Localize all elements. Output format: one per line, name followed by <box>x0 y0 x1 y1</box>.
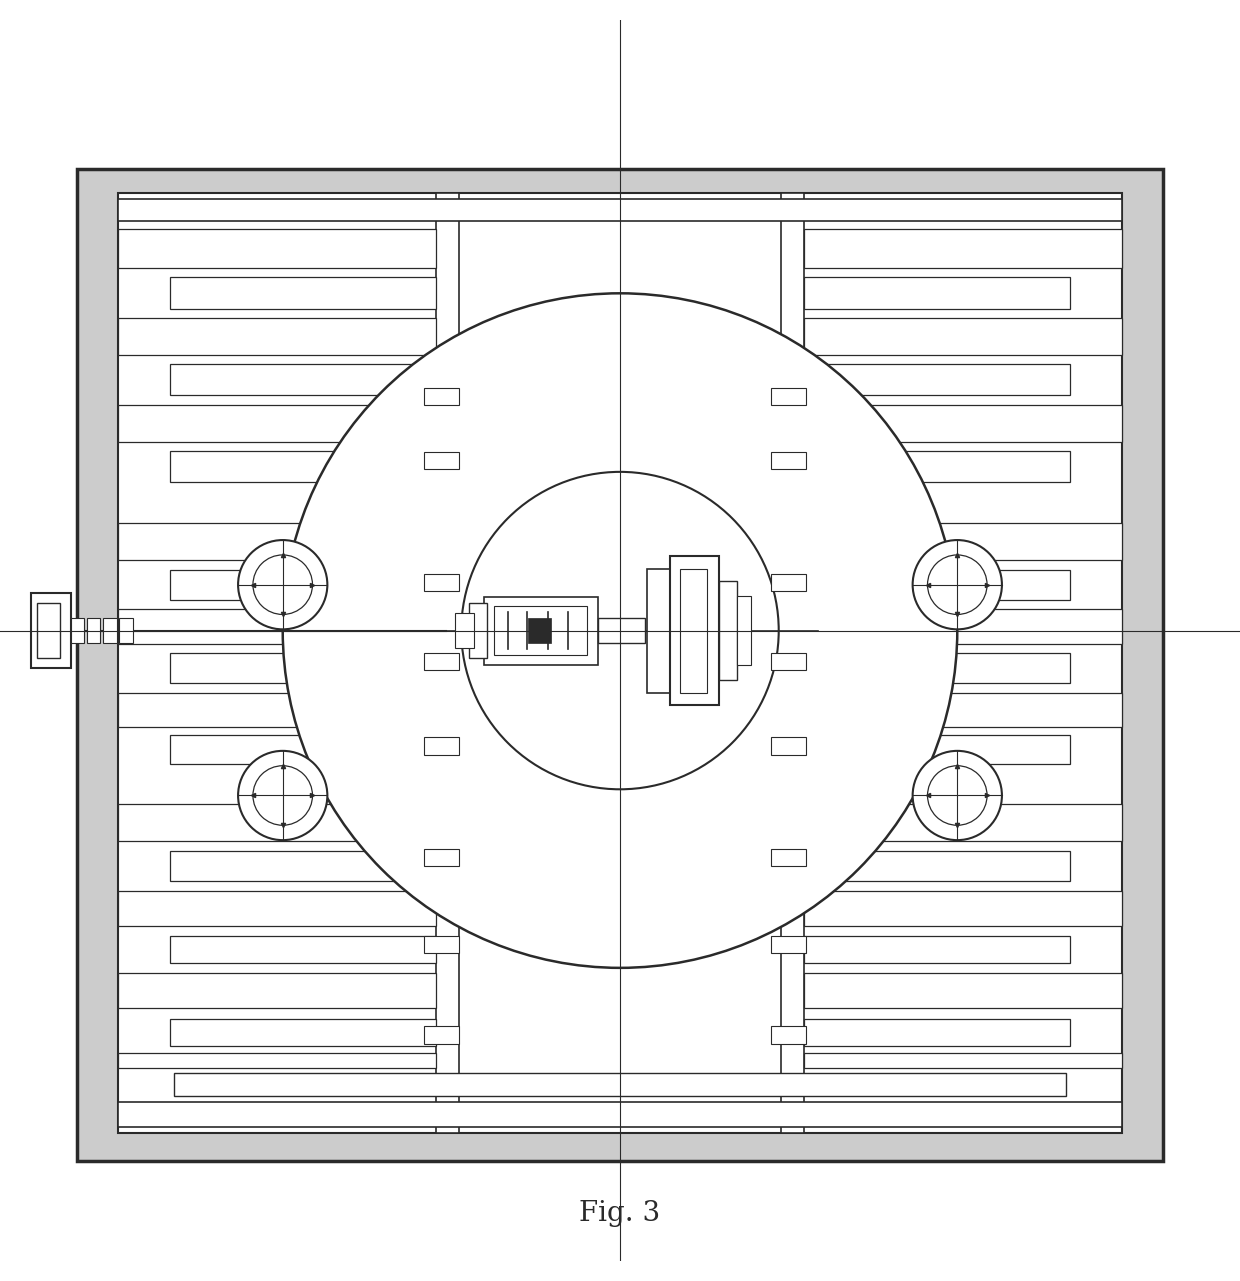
Bar <box>170 852 436 881</box>
Bar <box>170 451 436 482</box>
Bar <box>170 735 436 765</box>
Bar <box>170 1018 436 1047</box>
Bar <box>804 653 1070 683</box>
Bar <box>424 849 459 866</box>
Bar <box>424 452 459 469</box>
Bar <box>719 582 737 680</box>
Bar <box>119 619 133 643</box>
Bar <box>118 1102 1122 1126</box>
Bar <box>455 614 474 648</box>
Bar <box>170 570 436 600</box>
Bar <box>804 892 1122 926</box>
Bar <box>804 318 1122 355</box>
Bar <box>170 935 436 963</box>
Bar <box>804 523 1122 560</box>
Bar <box>737 596 751 665</box>
Bar <box>598 619 645 643</box>
Bar <box>118 1053 436 1068</box>
Bar <box>118 523 436 560</box>
Bar <box>170 653 436 683</box>
Bar <box>436 193 459 1132</box>
Bar <box>484 597 598 665</box>
Circle shape <box>913 541 1002 629</box>
Bar <box>680 569 707 693</box>
Circle shape <box>238 541 327 629</box>
Bar <box>804 804 1122 842</box>
Bar <box>804 693 1122 728</box>
Bar <box>804 852 1070 881</box>
Circle shape <box>283 293 957 968</box>
Circle shape <box>253 555 312 615</box>
Bar <box>804 935 1070 963</box>
Bar <box>771 935 806 953</box>
Bar <box>804 451 1070 482</box>
Bar <box>118 892 436 926</box>
Bar <box>771 653 806 670</box>
Bar <box>804 610 1122 644</box>
Bar <box>469 603 487 658</box>
Bar <box>118 405 436 442</box>
Bar <box>118 318 436 355</box>
Bar <box>31 593 71 667</box>
Bar <box>771 1026 806 1044</box>
Circle shape <box>253 766 312 825</box>
Bar <box>118 610 436 644</box>
Bar <box>771 388 806 405</box>
Circle shape <box>913 751 1002 840</box>
Bar <box>804 972 1122 1008</box>
Bar <box>87 619 100 643</box>
Bar <box>804 1018 1070 1047</box>
Bar <box>170 277 436 310</box>
Bar <box>424 388 459 405</box>
Bar <box>174 1073 1066 1095</box>
Bar <box>424 653 459 670</box>
Bar <box>118 193 1122 1132</box>
Bar <box>804 1053 1122 1068</box>
Bar <box>37 603 60 658</box>
Circle shape <box>928 766 987 825</box>
Bar <box>804 405 1122 442</box>
Bar <box>771 452 806 469</box>
Bar <box>118 199 1122 222</box>
Bar <box>804 735 1070 765</box>
Bar <box>771 574 806 591</box>
Bar <box>804 277 1070 310</box>
Bar <box>170 364 436 395</box>
Bar <box>804 229 1122 269</box>
Text: Fig. 3: Fig. 3 <box>579 1200 661 1227</box>
Bar <box>118 229 436 269</box>
Circle shape <box>238 751 327 840</box>
Bar <box>118 804 436 842</box>
Bar <box>528 619 551 643</box>
Bar <box>71 619 84 643</box>
Bar <box>424 738 459 755</box>
Bar <box>424 935 459 953</box>
Bar <box>804 570 1070 600</box>
Bar <box>77 169 1163 1162</box>
Bar <box>424 1026 459 1044</box>
Bar <box>647 569 670 693</box>
Circle shape <box>928 555 987 615</box>
Bar <box>424 574 459 591</box>
Bar <box>118 972 436 1008</box>
Bar <box>771 738 806 755</box>
Bar <box>771 849 806 866</box>
Bar <box>103 619 117 643</box>
Bar <box>804 364 1070 395</box>
Bar <box>781 193 804 1132</box>
Circle shape <box>461 471 779 789</box>
Bar <box>494 606 587 656</box>
Bar <box>670 556 719 705</box>
Bar <box>118 693 436 728</box>
